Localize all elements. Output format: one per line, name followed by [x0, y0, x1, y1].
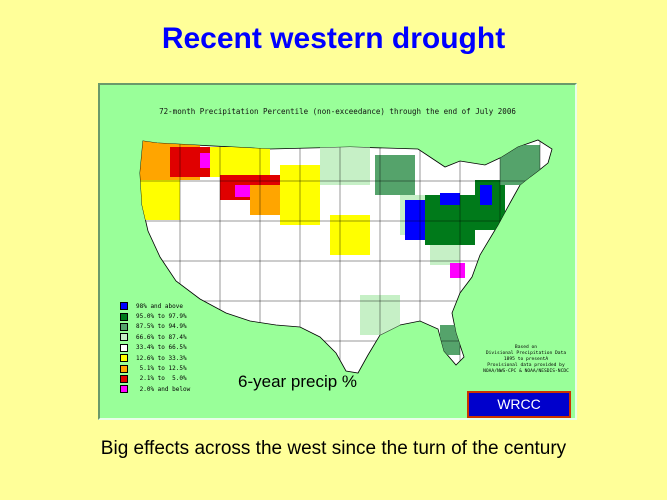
legend-item: 33.4% to 66.5%	[120, 343, 190, 353]
source-line: Based on	[514, 345, 538, 350]
legend-item: 12.6% to 33.3%	[120, 353, 190, 363]
legend-item: 5.1% to 12.5%	[120, 363, 190, 373]
legend-swatch	[120, 343, 128, 352]
legend-label: 87.5% to 94.9%	[136, 323, 187, 331]
legend-label: 98% and above	[136, 302, 183, 310]
legend-label: 2.0% and below	[136, 385, 191, 393]
legend-label: 2.1% to 5.0%	[136, 375, 187, 383]
legend-swatch	[120, 302, 128, 311]
legend-item: 95.0% to 97.9%	[120, 311, 190, 321]
map-fill-layer	[139, 139, 553, 374]
legend-swatch	[120, 364, 128, 373]
legend-swatch	[120, 322, 128, 331]
source-line: NOAA/NWS-CPC & NOAA/NESDIS-NCDC	[483, 369, 569, 374]
source-note: Based on Divisional Precipitation Data 1…	[478, 345, 574, 375]
map-title: 72-month Precipitation Percentile (non-e…	[159, 107, 516, 116]
precipitation-map-panel: 72-month Precipitation Percentile (non-e…	[98, 83, 577, 420]
source-line: 1895 to presentA	[503, 357, 549, 362]
source-line: Divisional Precipitation Data	[485, 351, 567, 356]
map-legend: 98% and above 95.0% to 97.9% 87.5% to 94.9…	[120, 301, 190, 395]
legend-item: 98% and above	[120, 301, 190, 311]
legend-label: 66.6% to 87.4%	[136, 333, 187, 341]
us-climate-division-map	[139, 139, 553, 374]
legend-item: 87.5% to 94.9%	[120, 322, 190, 332]
legend-label: 33.4% to 66.5%	[136, 344, 187, 352]
legend-swatch	[120, 354, 128, 363]
legend-label: 12.6% to 33.3%	[136, 354, 187, 362]
legend-label: 5.1% to 12.5%	[136, 365, 187, 373]
legend-item: 2.0% and below	[120, 384, 190, 394]
legend-swatch	[120, 385, 128, 394]
legend-swatch	[120, 312, 128, 321]
source-line: Provisional data provided by	[487, 363, 565, 368]
wrcc-badge: WRCC	[467, 391, 571, 418]
slide-title: Recent western drought	[161, 22, 506, 55]
slide-caption: Big effects across the west since the tu…	[100, 438, 567, 459]
legend-item: 2.1% to 5.0%	[120, 374, 190, 384]
legend-swatch	[120, 333, 128, 342]
legend-swatch	[120, 374, 128, 383]
legend-label: 95.0% to 97.9%	[136, 313, 187, 321]
legend-item: 66.6% to 87.4%	[120, 332, 190, 342]
precip-label: 6-year precip %	[238, 372, 358, 391]
